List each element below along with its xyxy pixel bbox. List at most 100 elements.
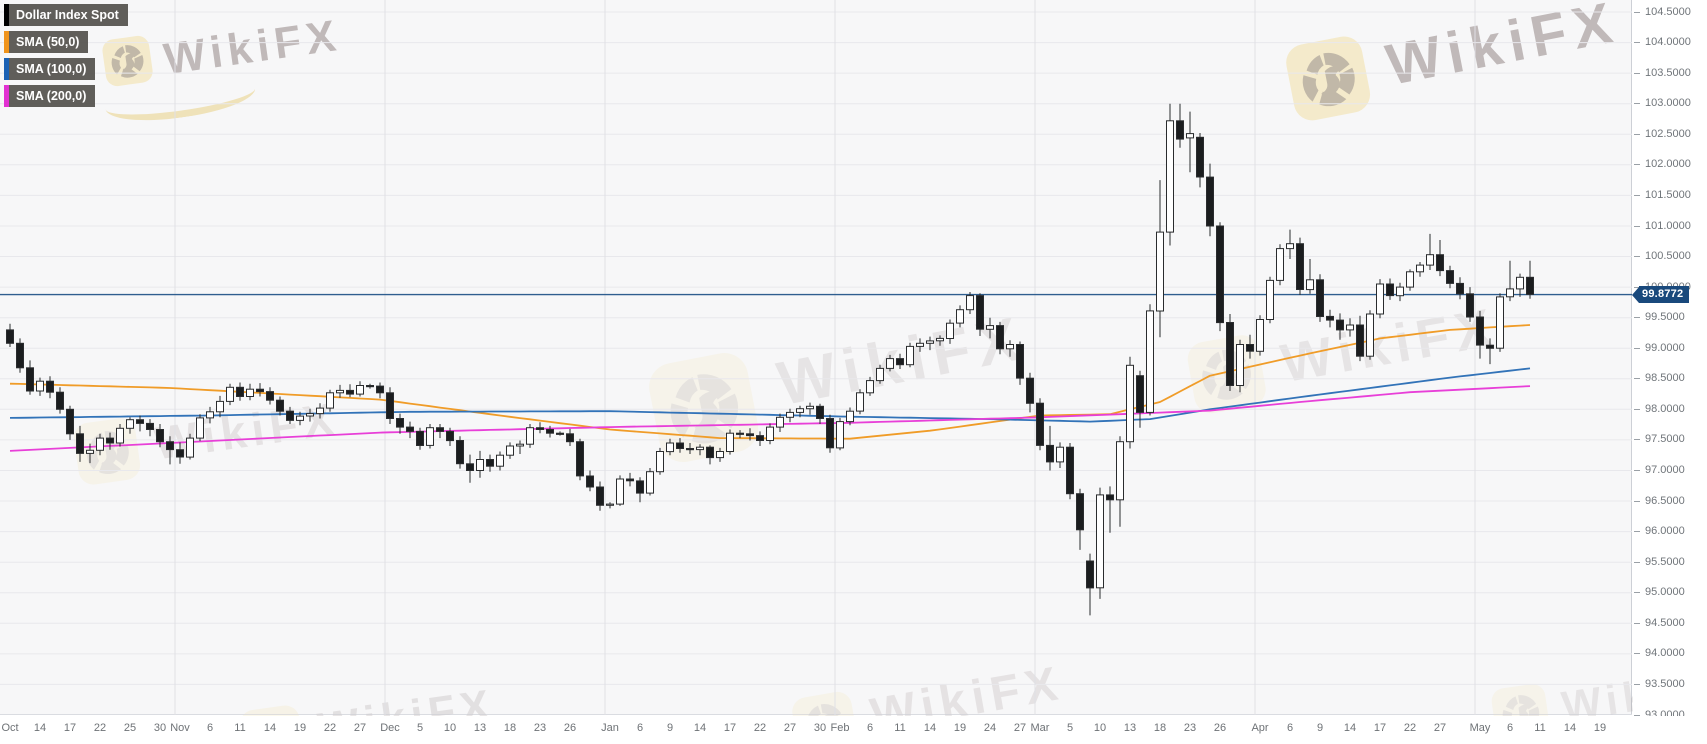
legend-item-dollar-index-spot[interactable]: Dollar Index Spot — [4, 4, 128, 26]
price-axis-label: 101.0000 — [1645, 219, 1691, 232]
price-axis-tick — [1634, 164, 1640, 166]
price-tag-arrow-icon — [1632, 286, 1639, 303]
time-axis-label: 5 — [1066, 722, 1074, 734]
time-axis-label: 5 — [416, 722, 424, 734]
time-axis-label: Oct — [1, 722, 19, 734]
time-axis-label: 9 — [666, 722, 674, 734]
current-price-tag: 99.8772 — [1632, 286, 1690, 304]
series-color-swatch — [4, 58, 9, 80]
price-axis-tick — [1634, 439, 1640, 441]
price-axis-label: 96.5000 — [1645, 494, 1685, 507]
time-axis-label: 27 — [1013, 722, 1027, 734]
time-axis-label: 26 — [563, 722, 577, 734]
price-axis-label: 97.5000 — [1645, 433, 1685, 446]
current-price-value: 99.8772 — [1639, 286, 1690, 304]
legend-item-sma-100[interactable]: SMA (100,0) — [4, 58, 128, 80]
time-axis-label: 11 — [894, 722, 906, 734]
price-axis-label: 93.5000 — [1645, 677, 1685, 690]
time-axis-label: 30 — [813, 722, 827, 734]
price-axis-label: 99.0000 — [1645, 341, 1685, 354]
time-axis-label: Apr — [1251, 722, 1269, 734]
time-axis-label: 14 — [1563, 722, 1577, 734]
time-axis-label: 26 — [1213, 722, 1227, 734]
price-axis-tick — [1634, 531, 1640, 533]
price-axis-tick — [1634, 347, 1640, 349]
time-axis-label: 30 — [153, 722, 167, 734]
price-axis-tick — [1634, 103, 1640, 105]
price-axis-tick — [1634, 683, 1640, 685]
time-axis-label: 22 — [1403, 722, 1417, 734]
time-axis-label: 6 — [866, 722, 874, 734]
legend-item-sma-50[interactable]: SMA (50,0) — [4, 31, 128, 53]
price-axis-tick — [1634, 408, 1640, 410]
candlestick-canvas[interactable] — [0, 0, 1632, 715]
legend-item-label: Dollar Index Spot — [9, 4, 128, 26]
price-axis-label: 104.5000 — [1645, 5, 1691, 18]
price-axis-label: 104.0000 — [1645, 36, 1691, 49]
series-color-swatch — [4, 4, 9, 26]
time-axis-label: Dec — [380, 722, 400, 734]
time-axis-label: 10 — [443, 722, 457, 734]
price-axis-tick — [1634, 500, 1640, 502]
time-axis-label: 27 — [353, 722, 367, 734]
time-axis-label: 14 — [33, 722, 47, 734]
series-color-swatch — [4, 31, 9, 53]
time-axis-label: 11 — [1534, 722, 1546, 734]
price-axis[interactable]: 104.5000 104.0000 103.5000 103.0000 102.5000… — [1633, 0, 1707, 721]
time-axis-label: 13 — [1123, 722, 1137, 734]
time-axis-label: 24 — [983, 722, 997, 734]
time-axis-label: 18 — [1153, 722, 1167, 734]
price-axis-label: 96.0000 — [1645, 525, 1685, 538]
time-axis-label: 27 — [783, 722, 797, 734]
price-axis-tick — [1634, 317, 1640, 319]
time-axis-label: 11 — [234, 722, 246, 734]
price-axis-label: 95.0000 — [1645, 586, 1685, 599]
legend-item-label: SMA (100,0) — [9, 58, 96, 80]
time-axis-label: 19 — [953, 722, 967, 734]
price-axis-label: 94.5000 — [1645, 616, 1685, 629]
chart-legend: Dollar Index Spot SMA (50,0) SMA (100,0)… — [4, 4, 128, 112]
price-axis-tick — [1634, 378, 1640, 380]
price-axis-tick — [1634, 194, 1640, 196]
price-axis-label: 98.0000 — [1645, 402, 1685, 415]
price-axis-tick — [1634, 561, 1640, 563]
time-axis-label: 27 — [1433, 722, 1447, 734]
time-axis-label: 22 — [323, 722, 337, 734]
price-axis-label: 95.5000 — [1645, 555, 1685, 568]
time-axis-label: 18 — [503, 722, 517, 734]
price-axis-label: 103.5000 — [1645, 66, 1691, 79]
price-axis-tick — [1634, 72, 1640, 74]
price-axis-tick — [1634, 133, 1640, 135]
price-axis-label: 98.5000 — [1645, 372, 1685, 385]
legend-item-label: SMA (200,0) — [9, 85, 96, 107]
price-axis-label: 103.0000 — [1645, 97, 1691, 110]
price-axis-label: 102.0000 — [1645, 158, 1691, 171]
time-axis-label: Nov — [170, 722, 190, 734]
time-axis-label: 14 — [923, 722, 937, 734]
price-axis-tick — [1634, 653, 1640, 655]
time-axis-label: 25 — [123, 722, 137, 734]
time-axis-label: Feb — [830, 722, 850, 734]
time-axis-label: 19 — [293, 722, 307, 734]
time-axis[interactable]: Oct 14 17 22 25 30 Nov 6 11 14 19 22 27 Dec 5 10 13 18 23 2… — [0, 716, 1707, 744]
price-axis-tick — [1634, 256, 1640, 257]
price-axis-label: 100.5000 — [1645, 250, 1691, 262]
time-axis-label: 13 — [473, 722, 487, 734]
price-axis-tick — [1634, 622, 1640, 624]
price-axis-tick — [1634, 714, 1640, 716]
legend-item-sma-200[interactable]: SMA (200,0) — [4, 85, 128, 107]
time-axis-label: 17 — [63, 722, 77, 734]
price-axis-tick — [1634, 592, 1640, 594]
time-axis-label: 6 — [1506, 722, 1514, 734]
time-axis-label: 22 — [753, 722, 767, 734]
time-axis-label: 14 — [693, 722, 707, 734]
time-axis-label: 10 — [1093, 722, 1107, 734]
time-axis-label: 19 — [1593, 722, 1607, 734]
time-axis-label: 6 — [1286, 722, 1294, 734]
time-axis-label: 14 — [1343, 722, 1357, 734]
price-axis-label: 101.5000 — [1645, 188, 1691, 201]
time-axis-label: 17 — [723, 722, 737, 734]
series-color-swatch — [4, 85, 9, 107]
time-axis-label: Mar — [1030, 722, 1050, 734]
